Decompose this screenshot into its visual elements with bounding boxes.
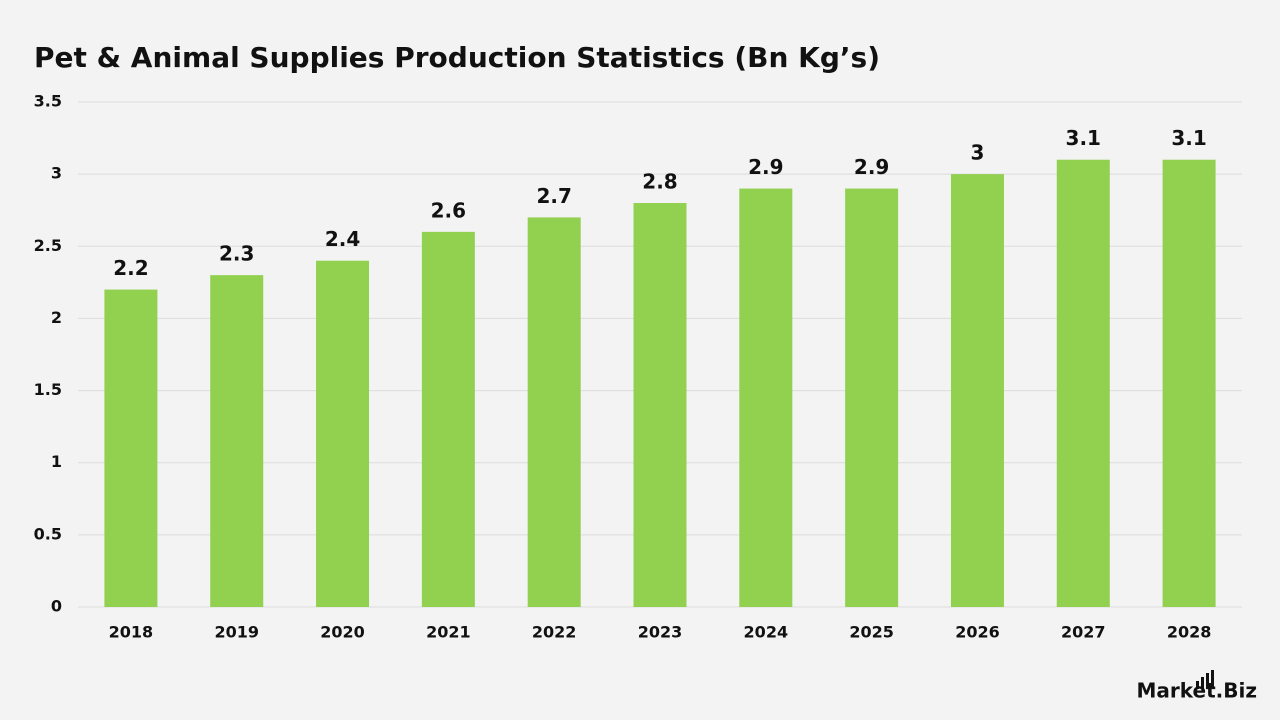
bar	[527, 217, 581, 607]
bar	[210, 275, 264, 607]
x-tick-label: 2025	[849, 623, 894, 642]
data-label: 2.8	[642, 170, 677, 194]
data-label: 3.1	[1066, 126, 1101, 150]
bar	[421, 231, 475, 607]
bar	[1162, 159, 1216, 607]
data-label: 2.9	[748, 155, 783, 179]
bar	[950, 174, 1004, 607]
data-label: 3	[970, 141, 984, 165]
x-tick-label: 2022	[532, 623, 577, 642]
data-label: 2.6	[431, 198, 466, 222]
x-tick-label: 2023	[638, 623, 683, 642]
logo-icon	[1196, 670, 1214, 689]
data-label: 2.2	[113, 256, 148, 280]
x-tick-label: 2027	[1061, 623, 1106, 642]
x-tick-label: 2024	[744, 623, 789, 642]
data-label: 2.4	[325, 227, 360, 251]
data-label: 2.7	[536, 184, 571, 208]
x-tick-label: 2021	[426, 623, 471, 642]
data-label: 2.3	[219, 242, 254, 266]
bar	[104, 289, 158, 607]
y-tick-label: 0	[51, 597, 62, 616]
x-tick-label: 2019	[214, 623, 259, 642]
bar	[845, 188, 899, 608]
y-tick-label: 2	[51, 308, 62, 327]
y-tick-label: 3	[51, 164, 62, 183]
data-label: 3.1	[1171, 126, 1206, 150]
y-tick-label: 0.5	[34, 524, 62, 543]
bar	[1056, 159, 1110, 607]
y-tick-label: 1.5	[34, 380, 62, 399]
logo: Market.Biz	[1137, 679, 1258, 703]
x-tick-label: 2026	[955, 623, 1000, 642]
y-tick-label: 1	[51, 452, 62, 471]
bar	[316, 260, 370, 607]
data-label: 2.9	[854, 155, 889, 179]
chart-title: Pet & Animal Supplies Production Statist…	[34, 41, 880, 74]
y-tick-label: 3.5	[34, 92, 62, 111]
x-tick-label: 2018	[109, 623, 154, 642]
x-tick-label: 2028	[1167, 623, 1212, 642]
y-tick-label: 2.5	[34, 236, 62, 255]
bar	[633, 203, 687, 607]
bar	[739, 188, 793, 608]
x-tick-label: 2020	[320, 623, 365, 642]
